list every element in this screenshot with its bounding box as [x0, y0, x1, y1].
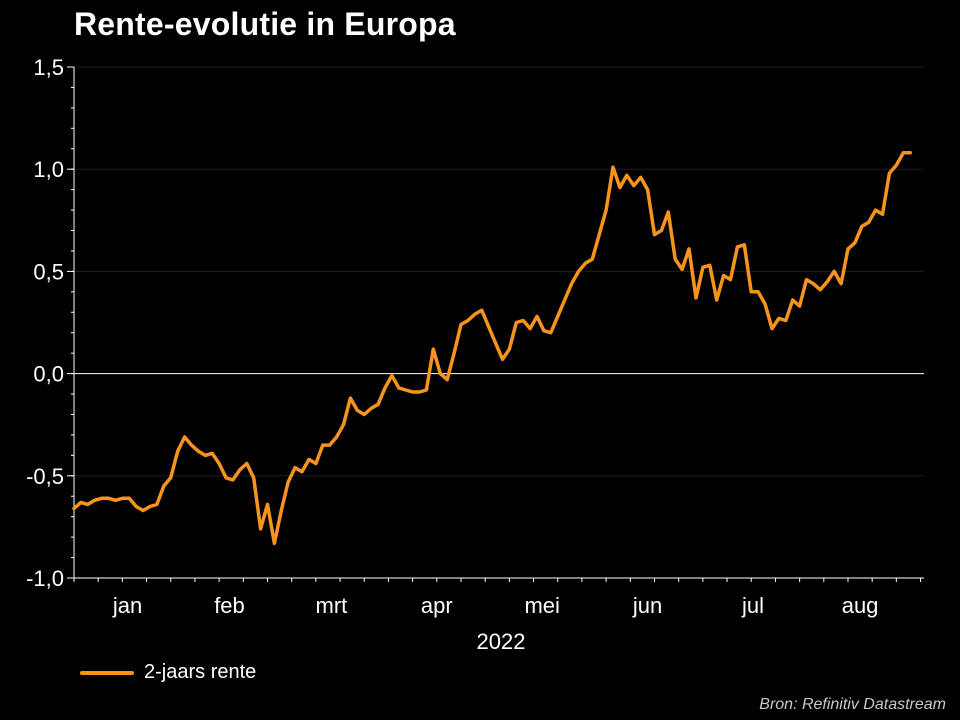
x-tick-label: jan: [112, 593, 142, 618]
x-tick-label: jul: [741, 593, 764, 618]
series-lines: [72, 151, 912, 546]
axes: [73, 67, 924, 579]
y-tick-label: 0,0: [33, 362, 64, 387]
legend: 2-jaars rente: [80, 661, 256, 684]
legend-swatch: [80, 670, 134, 675]
legend-label: 2-jaars rente: [144, 661, 257, 683]
x-tick-label: mrt: [316, 593, 348, 618]
series-line-2-jaars-rente: [72, 151, 912, 546]
x-tick-labels: jan feb mrt apr mei jun jul aug: [112, 593, 879, 618]
x-tick-label: feb: [214, 593, 245, 618]
x-axis-year-label: 2022: [477, 629, 526, 654]
x-tick-label: jun: [632, 593, 662, 618]
source-note: Bron: Refinitiv Datastream: [759, 696, 946, 713]
y-tick-label: -1,0: [26, 566, 64, 591]
y-tick-label: 1,5: [33, 55, 64, 80]
x-tick-label: apr: [421, 593, 453, 618]
y-tick-label: 1,0: [33, 157, 64, 182]
tick-marks: [67, 66, 922, 582]
y-tick-label: 0,5: [33, 259, 64, 284]
chart-title: Rente-evolutie in Europa: [74, 6, 456, 42]
x-tick-label: mei: [524, 593, 559, 618]
y-tick-labels: -1,0 -0,5 0,0 0,5 1,0 1,5: [26, 55, 64, 591]
x-tick-label: aug: [842, 593, 879, 618]
grid-lines: [74, 66, 924, 477]
y-tick-label: -0,5: [26, 464, 64, 489]
